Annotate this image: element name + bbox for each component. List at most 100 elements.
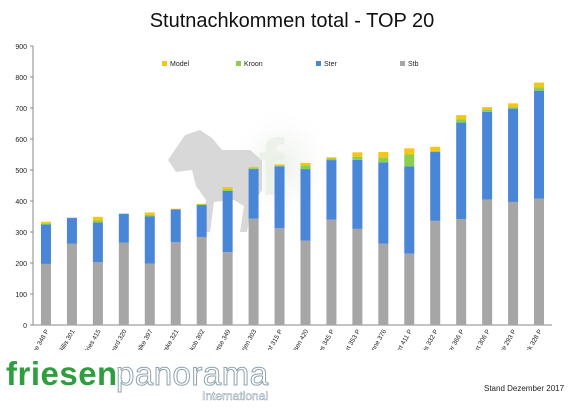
bar-segment-model: [508, 103, 519, 108]
y-tick-label: 300: [15, 230, 27, 237]
x-tick-label: Fabe 348 P: [28, 329, 51, 351]
bar-segment-model: [352, 152, 363, 157]
bar-segment-model: [378, 152, 389, 158]
bar-segment-stb: [300, 240, 311, 325]
bar-segment-stb: [222, 252, 233, 325]
bar-segment-kroon: [300, 165, 311, 170]
x-tick-label: Ryske 321: [159, 328, 181, 350]
bar-segment-ster: [170, 209, 181, 243]
bar-segment-model: [326, 157, 337, 159]
bar-segment-ster: [274, 166, 285, 229]
bar-segment-kroon: [482, 109, 493, 112]
bar-segment-kroon: [378, 157, 389, 163]
bar-segment-stb: [118, 242, 129, 325]
x-tick-label: Olof 315 P: [263, 329, 284, 351]
bar-segment-stb: [196, 236, 207, 325]
bar-segment-stb: [508, 201, 519, 325]
bar-segment-kroon: [222, 189, 233, 191]
x-tick-label: Folkert 353 P: [337, 329, 362, 351]
bar-segment-stb: [66, 243, 77, 325]
bar-segment-kroon: [352, 156, 363, 160]
x-tick-label: Jakob 302: [185, 328, 206, 350]
bar-segment-model: [482, 107, 493, 110]
bar-segment-kroon: [430, 151, 441, 153]
legend-swatch-stb: [400, 61, 405, 66]
y-tick-label: 700: [15, 106, 27, 113]
friesenpanorama-logo: friesen panorama International: [6, 355, 306, 405]
y-tick-label: 900: [15, 44, 27, 51]
bar-segment-ster: [248, 169, 259, 219]
bar-segment-model: [40, 221, 51, 224]
bar-segment-kroon: [534, 87, 545, 91]
bar-segment-model: [456, 115, 467, 120]
x-tick-label: Jasper 366 P: [441, 329, 466, 351]
y-tick-label: 200: [15, 261, 27, 268]
bar-segment-stb: [404, 253, 415, 325]
bar-segment-kroon: [508, 107, 519, 109]
bar-segment-model: [404, 148, 415, 155]
bar-segment-stb: [40, 263, 51, 325]
y-tick-label: 500: [15, 168, 27, 175]
legend-label-model: Model: [170, 61, 190, 68]
bar-segment-ster: [196, 205, 207, 237]
x-tick-label: Andries 415: [79, 328, 103, 350]
logo-text-international: International: [202, 389, 269, 404]
bar-segment-model: [248, 166, 259, 169]
bar-segment-stb: [326, 219, 337, 325]
bar-segment-kroon: [326, 158, 337, 161]
y-tick-label: 600: [15, 137, 27, 144]
bar-segment-ster: [144, 216, 155, 264]
x-tick-label: Jillis 301: [58, 328, 77, 350]
bar-segment-model: [430, 146, 441, 152]
bar-segment-kroon: [248, 168, 259, 170]
bar-segment-ster: [118, 214, 129, 243]
x-tick-label: Jurjen 303: [237, 328, 258, 350]
bar-segment-model: [118, 213, 129, 215]
x-tick-label: Beart 411 P: [391, 329, 414, 351]
bar-segment-model: [534, 82, 545, 88]
bar-segment-ster: [222, 190, 233, 253]
bar-segment-ster: [66, 218, 77, 244]
bar-segment-ster: [534, 90, 545, 199]
bar-segment-ster: [378, 162, 389, 244]
bar-segment-stb: [378, 243, 389, 325]
bar-segment-stb: [534, 198, 545, 325]
x-tick-label: Doaitsen 420: [285, 328, 310, 350]
bar-segment-ster: [300, 169, 311, 241]
x-tick-label: Leffert 306 P: [467, 329, 492, 351]
legend-label-kroon: Kroon: [244, 61, 263, 68]
bar-segment-stb: [352, 228, 363, 325]
x-tick-label: Tsjalke 397: [132, 328, 155, 350]
bar-segment-kroon: [404, 154, 415, 167]
bar-segment-model: [222, 187, 233, 190]
bar-segment-ster: [352, 159, 363, 229]
logo-text-friesen: friesen: [6, 355, 118, 392]
x-tick-label: Teunis 332 P: [415, 329, 440, 351]
bar-segment-ster: [430, 152, 441, 221]
stand-date-note: Stand Dezember 2017: [484, 384, 565, 393]
x-tick-label: Brandus 345 P: [309, 329, 337, 351]
bar-segment-model: [66, 217, 77, 219]
bar-segment-kroon: [92, 220, 103, 223]
y-tick-label: 0: [23, 323, 27, 330]
bar-segment-ster: [92, 222, 103, 263]
bar-segment-kroon: [40, 223, 51, 225]
chart-title: Stutnachkommen total - TOP 20: [149, 10, 435, 32]
x-tick-label: Fetse 349: [212, 328, 233, 350]
x-tick-label: Sjaard 320: [107, 328, 129, 350]
y-tick-label: 800: [15, 75, 27, 82]
bar-segment-ster: [482, 111, 493, 200]
bar-segment-model: [196, 203, 207, 205]
bar-segment-stb: [456, 218, 467, 325]
x-tick-label: Onne 376: [368, 328, 389, 350]
y-tick-label: 400: [15, 199, 27, 206]
bar-segment-stb: [482, 199, 493, 325]
bar-segment-stb: [430, 220, 441, 325]
x-tick-label: Tsjerk 328 P: [520, 329, 544, 351]
bar-segment-model: [144, 212, 155, 215]
bar-segment-kroon: [144, 214, 155, 217]
bar-segment-ster: [326, 160, 337, 220]
bar-segment-ster: [40, 224, 51, 264]
bar-segment-model: [92, 216, 103, 221]
